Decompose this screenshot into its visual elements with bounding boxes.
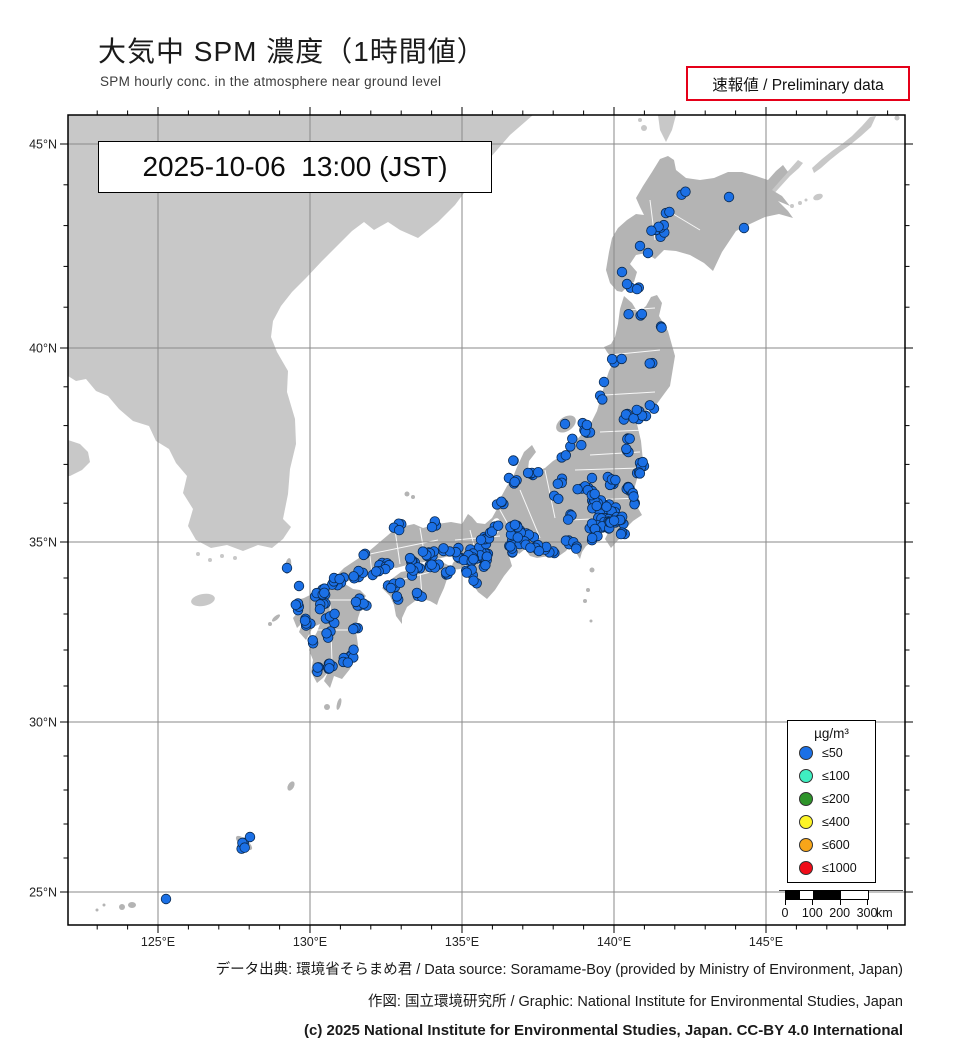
svg-text:30°N: 30°N — [29, 716, 57, 730]
map-frame-border — [67, 114, 906, 926]
scale-tick-label: 100 — [801, 906, 823, 920]
legend-color-dot — [799, 837, 813, 852]
preliminary-data-label: 速報値 / Preliminary data — [712, 76, 884, 94]
legend-item: ≤200 — [788, 787, 875, 810]
page-subtitle: SPM hourly conc. in the atmosphere near … — [100, 74, 442, 89]
legend-item-label: ≤200 — [822, 791, 850, 806]
svg-text:130°E: 130°E — [293, 935, 327, 949]
legend-color-dot — [799, 814, 813, 829]
svg-text:145°E: 145°E — [749, 935, 783, 949]
svg-text:45°N: 45°N — [29, 138, 57, 152]
scale-tick-label: 300 — [856, 906, 878, 920]
scale-tick-label: 0 — [781, 906, 789, 920]
legend-item-label: ≤600 — [822, 837, 850, 852]
axis-ticks — [60, 107, 913, 933]
svg-text:25°N: 25°N — [29, 886, 57, 900]
svg-text:135°E: 135°E — [445, 935, 479, 949]
svg-text:140°E: 140°E — [597, 935, 631, 949]
legend-item-label: ≤50 — [822, 745, 843, 760]
footer-graphic-credit: 作図: 国立環境研究所 / Graphic: National Institut… — [367, 994, 903, 1010]
legend-item: ≤100 — [788, 764, 875, 787]
legend-item: ≤600 — [788, 833, 875, 856]
legend: µg/m³ ≤50 ≤100 ≤200 ≤400 ≤600 ≤1000 — [787, 720, 876, 883]
scale-tick — [812, 899, 814, 905]
timestamp-box: 2025-10-06 13:00 (JST) — [98, 141, 492, 193]
legend-title: µg/m³ — [814, 726, 849, 741]
legend-item: ≤1000 — [788, 856, 875, 879]
legend-color-dot — [799, 860, 813, 875]
svg-text:40°N: 40°N — [29, 342, 57, 356]
scale-tick — [867, 899, 868, 905]
legend-item: ≤400 — [788, 810, 875, 833]
timestamp-label: 2025-10-06 13:00 (JST) — [142, 151, 448, 182]
scale-bar: 0 100 200 300 km — [779, 885, 909, 925]
legend-item-label: ≤100 — [822, 768, 850, 783]
scale-bar-unit: km — [876, 906, 893, 920]
legend-item-label: ≤400 — [822, 814, 850, 829]
station-dots — [160, 186, 750, 905]
svg-text:125°E: 125°E — [141, 935, 175, 949]
axis-labels: 45°N 40°N 35°N 30°N 25°N 125°E 130°E 135°E 140°E… — [29, 138, 783, 950]
footer-copyright: (c) 2025 National Institute for Environm… — [303, 1022, 903, 1039]
legend-color-dot — [799, 791, 813, 806]
scale-tick-label: 200 — [829, 906, 851, 920]
scale-tick — [785, 899, 786, 905]
legend-rows: ≤50 ≤100 ≤200 ≤400 ≤600 ≤1000 — [788, 741, 875, 879]
scale-segment — [786, 891, 800, 899]
footer: データ出典: 環境省そらまめ君 / Data source: Soramame-… — [0, 958, 903, 1050]
legend-color-dot — [799, 745, 813, 760]
scale-segment — [813, 891, 841, 899]
svg-text:35°N: 35°N — [29, 536, 57, 550]
page-title: 大気中 SPM 濃度（1時間値） — [98, 36, 486, 67]
footer-data-source: データ出典: 環境省そらまめ君 / Data source: Soramame-… — [215, 962, 903, 978]
preliminary-data-badge: 速報値 / Preliminary data — [686, 66, 910, 101]
scale-segment — [800, 891, 813, 899]
scale-segment — [841, 891, 868, 899]
scale-tick — [839, 899, 841, 905]
legend-color-dot — [799, 768, 813, 783]
legend-item-label: ≤1000 — [822, 860, 857, 875]
scale-bar-segments — [785, 890, 869, 900]
legend-item: ≤50 — [788, 741, 875, 764]
